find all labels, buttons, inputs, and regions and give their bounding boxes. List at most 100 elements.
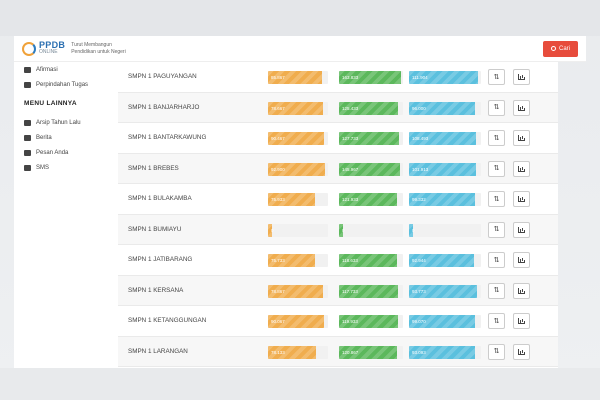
score-bar-1: 85.867 — [268, 71, 328, 84]
school-name: SMPN 1 JATIBARANG — [128, 256, 193, 264]
sidebar-item-label: Arsip Tahun Lalu — [36, 119, 81, 126]
score-bar-2: 118.633 — [339, 254, 403, 267]
school-table: SMPN 1 PAGUYANGAN 85.867 163.833 111.904… — [118, 62, 558, 368]
chart-button[interactable] — [513, 343, 530, 360]
score-bar-3-fill: 99.332 — [409, 193, 476, 206]
sidebar-item-afirmasi[interactable]: Afirmasi — [24, 62, 118, 77]
score-bar-2: 125.433 — [339, 101, 403, 115]
sidebar-item-label: Perpindahan Tugas — [36, 81, 89, 88]
bar-chart-icon — [518, 226, 525, 233]
school-name: SMPN 1 BANTARKAWUNG — [128, 134, 207, 142]
sort-button[interactable]: ⇅ — [488, 343, 505, 360]
score-value-2: 120.867 — [342, 349, 359, 355]
sidebar-item-arsip-tahun-lalu[interactable]: Arsip Tahun Lalu — [24, 115, 118, 130]
table-row: SMPN 1 BUMIAYU 0 0 0 ⇅ — [118, 214, 558, 245]
chart-button[interactable] — [513, 282, 530, 299]
bar-chart-icon — [518, 257, 525, 263]
score-value-3: 108.493 — [412, 136, 429, 141]
sort-button[interactable]: ⇅ — [488, 191, 505, 207]
chart-button[interactable] — [513, 313, 530, 329]
chart-button[interactable] — [513, 99, 530, 116]
score-bar-3-fill: 96.000 — [409, 101, 476, 115]
score-bar-3-fill: 92.944 — [409, 254, 474, 267]
score-bar-2-fill: 127.733 — [339, 132, 400, 145]
school-name: SMPN 1 LARANGAN — [128, 347, 188, 355]
score-value-3: 99.332 — [412, 197, 426, 202]
score-bar-2: 163.833 — [339, 71, 403, 84]
score-bar-3: 101.913 — [409, 162, 481, 176]
score-value-2: 163.833 — [342, 75, 359, 80]
chart-button[interactable] — [513, 160, 530, 177]
bar-chart-icon — [518, 104, 525, 111]
chart-button[interactable] — [513, 69, 530, 85]
chart-button[interactable] — [513, 252, 530, 268]
sidebar-item-pesan-anda[interactable]: Pesan Anda — [24, 145, 118, 160]
score-value-1: 78.867 — [271, 288, 285, 294]
chart-button[interactable] — [513, 221, 530, 238]
sidebar-item-sms[interactable]: SMS — [24, 160, 118, 175]
score-value-1: 75.933 — [271, 197, 285, 202]
bar-chart-icon — [518, 318, 525, 324]
score-value-1: 78.667 — [271, 105, 285, 111]
score-bar-3: 108.493 — [409, 132, 481, 145]
chart-button[interactable] — [513, 130, 530, 146]
score-bar-1-fill: 90.467 — [268, 132, 324, 145]
sort-button[interactable]: ⇅ — [488, 313, 505, 329]
score-value-1: 75.733 — [271, 258, 285, 263]
score-bar-3: 0 — [409, 223, 481, 237]
score-value-2: 121.933 — [342, 197, 359, 202]
score-value-3: 111.904 — [412, 75, 428, 80]
score-bar-1: 75.933 — [268, 193, 328, 206]
sort-button[interactable]: ⇅ — [488, 221, 505, 238]
site-header: PPDB ONLINE Turut Membangun Pendidikan u… — [14, 36, 586, 62]
logo-sub-text: ONLINE — [39, 48, 58, 55]
score-bar-3: 93.773 — [409, 284, 481, 298]
sort-button[interactable]: ⇅ — [488, 282, 505, 299]
score-bar-2-fill: 118.633 — [339, 254, 397, 267]
table-row: SMPN 1 JATIBARANG 75.733 118.633 92.944 … — [118, 245, 558, 276]
search-button[interactable]: Cari — [542, 40, 578, 57]
school-name: SMPN 1 KERSANA — [128, 286, 184, 294]
sidebar-item-berita[interactable]: Berita — [24, 130, 118, 145]
logo[interactable]: PPDB ONLINE — [22, 39, 66, 56]
score-bar-1-fill: 75.733 — [268, 254, 315, 267]
tagline-line-1: Turut Membangun — [71, 41, 112, 48]
users-icon — [24, 66, 31, 73]
sort-button[interactable]: ⇅ — [488, 160, 505, 177]
score-bar-1-fill: 92.900 — [268, 162, 325, 176]
sidebar-item-perpindahan-tugas[interactable]: Perpindahan Tugas — [24, 77, 118, 92]
score-bar-3-fill: 101.913 — [409, 162, 476, 176]
top-background — [0, 0, 600, 36]
sort-button[interactable]: ⇅ — [488, 99, 505, 116]
megaphone-icon — [24, 134, 31, 141]
sidebar-item-label: Berita — [36, 134, 52, 141]
sidebar-section-heading: MENU LAINNYA — [24, 100, 77, 107]
logo-main-text: PPDB — [39, 39, 66, 50]
score-bar-1: 75.733 — [268, 254, 328, 267]
score-value-1: 90.467 — [271, 136, 285, 141]
table-row: SMPN 1 LARANGAN 78.133 120.867 93.093 ⇅ — [118, 336, 558, 367]
table-row: SMPN 1 BULAKAMBA 75.933 121.933 99.332 ⇅ — [118, 184, 558, 215]
sort-icon: ⇅ — [493, 195, 500, 203]
sort-button[interactable]: ⇅ — [488, 252, 505, 268]
table-row: SMPN 1 BANTARKAWUNG 90.467 127.733 108.4… — [118, 123, 558, 154]
table-row: SMPN 1 KERSANA 78.867 117.733 93.773 ⇅ — [118, 275, 558, 306]
sort-button[interactable]: ⇅ — [488, 130, 505, 146]
sort-button[interactable]: ⇅ — [488, 69, 505, 85]
school-name: SMPN 1 BULAKAMBA — [128, 195, 192, 203]
score-value-3: 92.944 — [412, 258, 426, 263]
sidebar-item-label: SMS — [36, 164, 50, 171]
sidebar-item-label: Pesan Anda — [36, 149, 69, 156]
sort-icon: ⇅ — [493, 256, 500, 264]
score-value-1: 0 — [271, 227, 274, 233]
score-bar-2-fill: 125.433 — [339, 101, 398, 115]
score-bar-1: 90.067 — [268, 315, 328, 328]
score-bar-1-fill: 0 — [268, 223, 274, 237]
chart-button[interactable] — [513, 191, 530, 207]
table-row: SMPN 1 BANJARHARJO 78.667 125.433 96.000… — [118, 92, 558, 123]
score-value-3: 0 — [412, 227, 415, 233]
archive-icon — [24, 119, 31, 126]
school-name: SMPN 1 BUMIAYU — [128, 225, 182, 233]
score-bar-2-fill: 119.933 — [339, 315, 398, 328]
score-bar-3: 99.070 — [409, 315, 481, 328]
